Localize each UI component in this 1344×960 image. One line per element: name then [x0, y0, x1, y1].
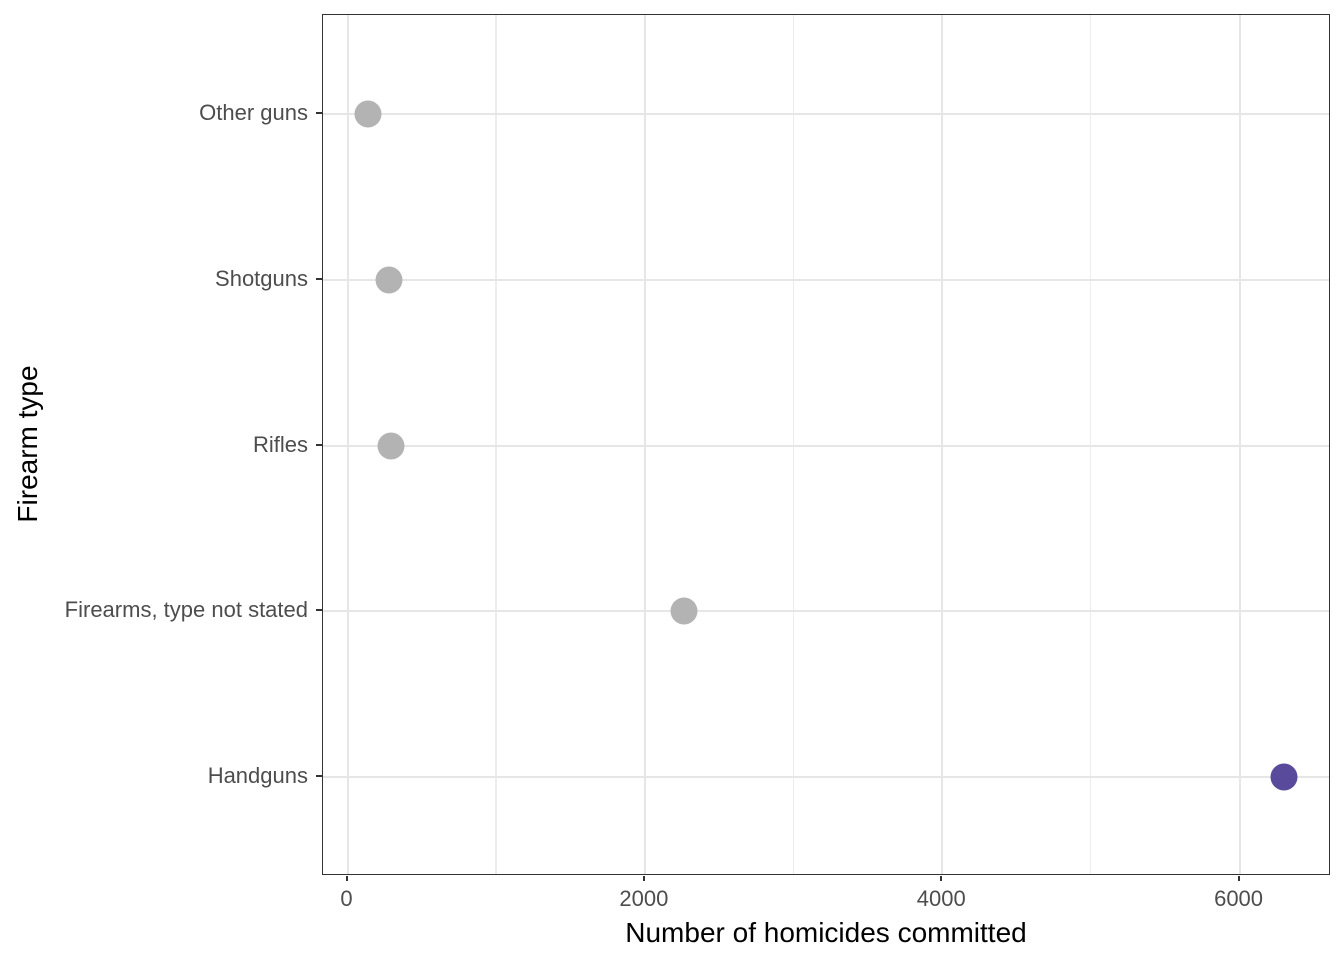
y-axis-tick-other-guns [316, 112, 322, 115]
x-axis-tick-6000 [1237, 876, 1240, 881]
data-point-rifles [377, 432, 405, 459]
y-axis-tick-firearms-type-not-stated [316, 609, 322, 612]
x-tick-label-4000: 4000 [916, 886, 966, 911]
x-tick-label-0: 0 [340, 886, 353, 911]
x-axis-title: Number of homicides committed [625, 917, 1027, 948]
y-axis-title: Firearm type [12, 365, 43, 523]
data-point-shotguns [375, 266, 403, 294]
x-axis-tick-2000 [642, 876, 645, 881]
x-tick-label-6000: 6000 [1214, 886, 1264, 911]
x-axis-tick-0 [345, 876, 348, 881]
y-axis-tick-rifles [316, 443, 322, 446]
gridline-row-other-guns [323, 113, 1329, 116]
gridline-row-handguns [323, 775, 1329, 778]
y-tick-label-handguns: Handguns [207, 762, 308, 788]
data-point-other-guns [354, 100, 382, 128]
gridline-row-rifles [323, 444, 1329, 447]
y-tick-label-shotguns: Shotguns [215, 265, 308, 291]
y-axis-tick-handguns [316, 774, 322, 777]
data-point-handguns [1270, 763, 1298, 791]
x-axis-tick-4000 [940, 876, 943, 881]
y-tick-label-firearms-type-not-stated: Firearms, type not stated [64, 597, 308, 623]
data-point-firearms-type-not-stated [670, 597, 698, 625]
plot-panel [322, 14, 1330, 875]
gridline-row-firearms-type-not-stated [323, 610, 1329, 613]
y-axis-tick-shotguns [316, 277, 322, 280]
y-tick-label-other-guns: Other guns [199, 100, 308, 126]
gridline-row-shotguns [323, 278, 1329, 281]
y-tick-label-rifles: Rifles [252, 431, 308, 457]
x-tick-label-2000: 2000 [619, 886, 669, 911]
